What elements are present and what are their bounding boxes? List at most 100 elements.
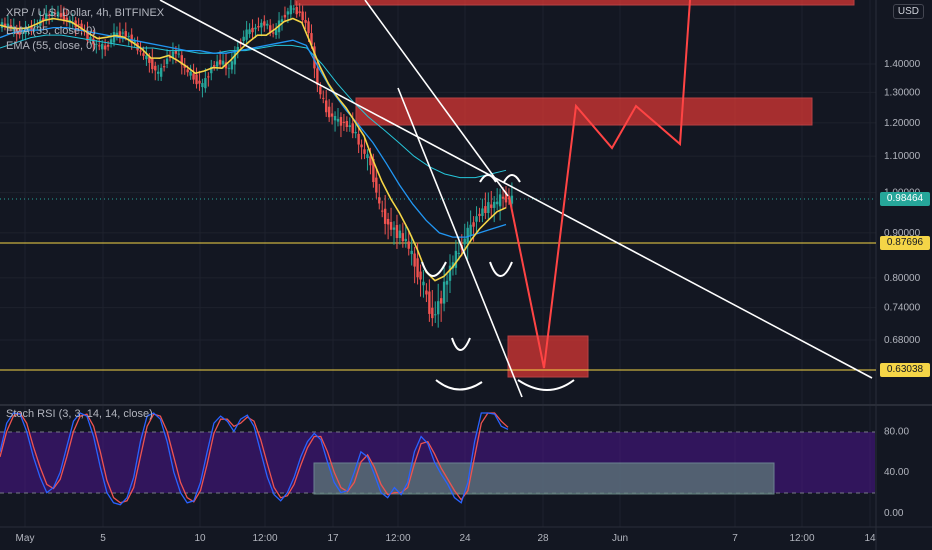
resistance-zone-mid[interactable] (355, 97, 813, 126)
time-tick-label: Jun (612, 533, 628, 544)
candle-body (469, 224, 472, 236)
stoch-legend[interactable]: Stoch RSI (3, 3, 14, 14, close) (6, 408, 153, 420)
candle-body (419, 271, 422, 280)
candle-body (410, 250, 413, 255)
candle-body (322, 97, 325, 99)
candle-body (230, 61, 234, 70)
candle-body (271, 32, 275, 34)
candle-body (98, 45, 101, 47)
candle-body (162, 66, 166, 68)
candle-body (263, 21, 266, 26)
candle-body (392, 227, 396, 230)
candle-body (89, 37, 92, 41)
candle-body (401, 233, 405, 242)
candle-body (236, 46, 239, 52)
candle-body (115, 32, 119, 37)
candle-body (157, 71, 160, 74)
stoch-tick-label: 40.00 (884, 467, 909, 478)
price-tick-label: 0.68000 (884, 335, 921, 346)
candle-body (118, 31, 122, 37)
candle-body (342, 121, 346, 123)
candle-body (3, 23, 7, 27)
candle-body (437, 301, 440, 315)
time-tick-label: 28 (537, 533, 549, 544)
currency-selector[interactable]: USD (892, 4, 924, 19)
candle-body (266, 23, 269, 26)
candle-body (493, 201, 496, 208)
descending-trendline[interactable] (159, 0, 873, 379)
candle-body (274, 29, 278, 36)
candle-body (398, 230, 402, 238)
candle-body (210, 66, 213, 74)
candle-body (395, 225, 399, 238)
candle-body (369, 156, 372, 166)
candle-body (112, 32, 116, 43)
candle-body (42, 18, 45, 21)
candle-body (407, 241, 410, 249)
ema-35-legend[interactable]: EMA (35, close, 0) (6, 25, 96, 37)
candle-body (6, 23, 10, 27)
symbol-legend[interactable]: XRP / U.S. Dollar, 4h, BITFINEX (6, 7, 165, 19)
candle-body (109, 39, 113, 44)
stoch-k-line (0, 412, 509, 506)
candle-body (375, 177, 378, 193)
candle-body (92, 38, 95, 45)
time-tick-label: 12:00 (385, 533, 410, 544)
stoch-axis[interactable]: 80.00 40.00 0.00 (884, 426, 909, 519)
candle-body (289, 5, 293, 15)
candles (0, 0, 514, 328)
candle-body (50, 11, 54, 17)
candle-body (45, 13, 48, 21)
stoch-tick-label: 0.00 (884, 508, 904, 519)
candle-body (301, 11, 304, 21)
time-axis[interactable]: May 5 10 12:00 17 12:00 24 28 Jun 7 12:00 14 (16, 533, 876, 544)
time-tick-label: 12:00 (252, 533, 277, 544)
stoch-highlight-box[interactable] (313, 462, 775, 495)
resistance-zone-top[interactable] (294, 0, 855, 6)
steep-trendline-2[interactable] (397, 87, 523, 398)
candle-body (215, 61, 219, 67)
candle-body (345, 121, 349, 127)
candle-body (510, 195, 514, 204)
time-tick-label: 5 (100, 533, 106, 544)
candle-body (56, 11, 60, 17)
candle-body (189, 71, 192, 76)
support-price-tag-1: 0.87696 (880, 236, 930, 250)
price-tick-label: 1.30000 (884, 87, 921, 98)
candle-body (319, 86, 322, 95)
price-tick-label: 1.40000 (884, 59, 921, 70)
candle-body (183, 64, 186, 68)
candle-body (121, 32, 125, 34)
candle-body (145, 55, 148, 60)
candle-body (77, 24, 80, 26)
candle-body (139, 50, 142, 52)
candle-body (198, 80, 201, 84)
candle-body (366, 154, 369, 159)
candle-body (466, 227, 469, 244)
ema-55-legend[interactable]: EMA (55, close, 0) (6, 40, 96, 52)
projection-path[interactable] (508, 0, 691, 369)
candle-body (106, 44, 110, 47)
candle-body (257, 26, 260, 28)
candle-body (204, 78, 207, 89)
candle-body (53, 12, 57, 14)
candle-body (292, 8, 295, 10)
time-tick-label: 14 (864, 533, 876, 544)
candle-body (221, 60, 225, 65)
candle-body (177, 53, 181, 55)
time-tick-label: 17 (327, 533, 339, 544)
candle-body (360, 144, 363, 148)
candle-body (283, 14, 287, 18)
candle-body (165, 58, 169, 64)
candle-body (487, 202, 490, 214)
candle-body (325, 100, 328, 113)
candle-body (251, 27, 254, 33)
steep-trendline-1[interactable] (364, 0, 509, 197)
candle-body (357, 133, 360, 145)
candle-body (478, 213, 481, 216)
candle-body (383, 208, 387, 224)
candle-body (233, 50, 237, 65)
candle-body (425, 290, 428, 295)
time-tick-label: 10 (194, 533, 206, 544)
